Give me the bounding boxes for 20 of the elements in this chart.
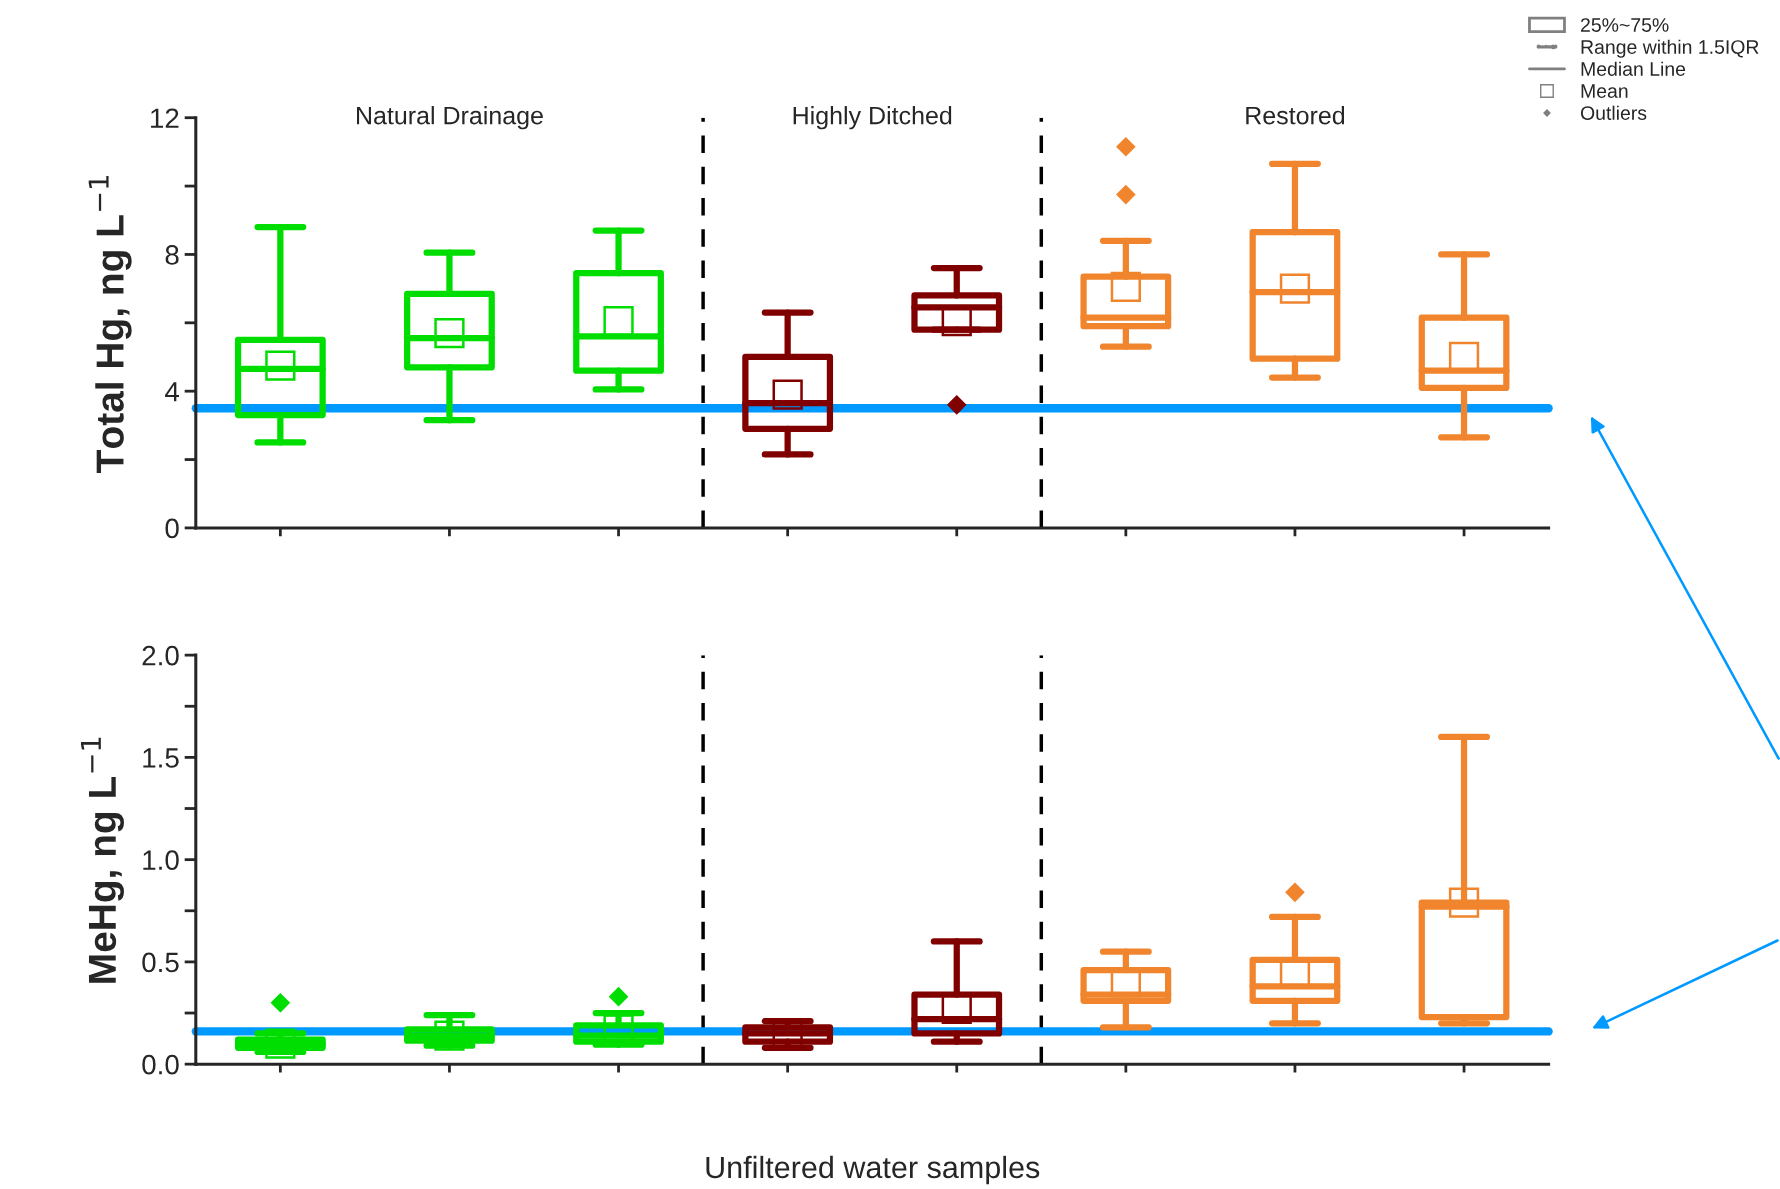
text: Outliers [1580, 105, 1647, 120]
annotation: Highly Ditched [793, 106, 952, 130]
y-tick-label: 0 [165, 518, 179, 539]
text: Range within 1.5IQR [1581, 39, 1759, 58]
text: 25%~75% [1581, 18, 1669, 32]
y-tick-label: 0.0 [142, 1054, 179, 1075]
y-tick-label: 8 [165, 245, 179, 265]
y-axis-title: Total Hg, ng L$^{−1}$ [88, 176, 132, 473]
x-axis-title: Unfiltered water samples [706, 1155, 1040, 1185]
y-tick-label: 1.0 [143, 850, 179, 870]
y-tick-label: 0.5 [142, 952, 179, 973]
annotation: Restored [1246, 106, 1345, 125]
annotation: Natural Drainage [357, 106, 543, 130]
text: Median Line [1581, 61, 1686, 76]
y-axis-title: MeHg, ng L$^{−1}$ [80, 737, 124, 983]
y-tick-label: 12 [151, 108, 179, 128]
y-tick-label: 4 [165, 382, 180, 402]
y-tick-label: 2.0 [142, 645, 179, 666]
text: Mean [1581, 84, 1628, 98]
y-tick-label: 1.5 [143, 748, 179, 768]
